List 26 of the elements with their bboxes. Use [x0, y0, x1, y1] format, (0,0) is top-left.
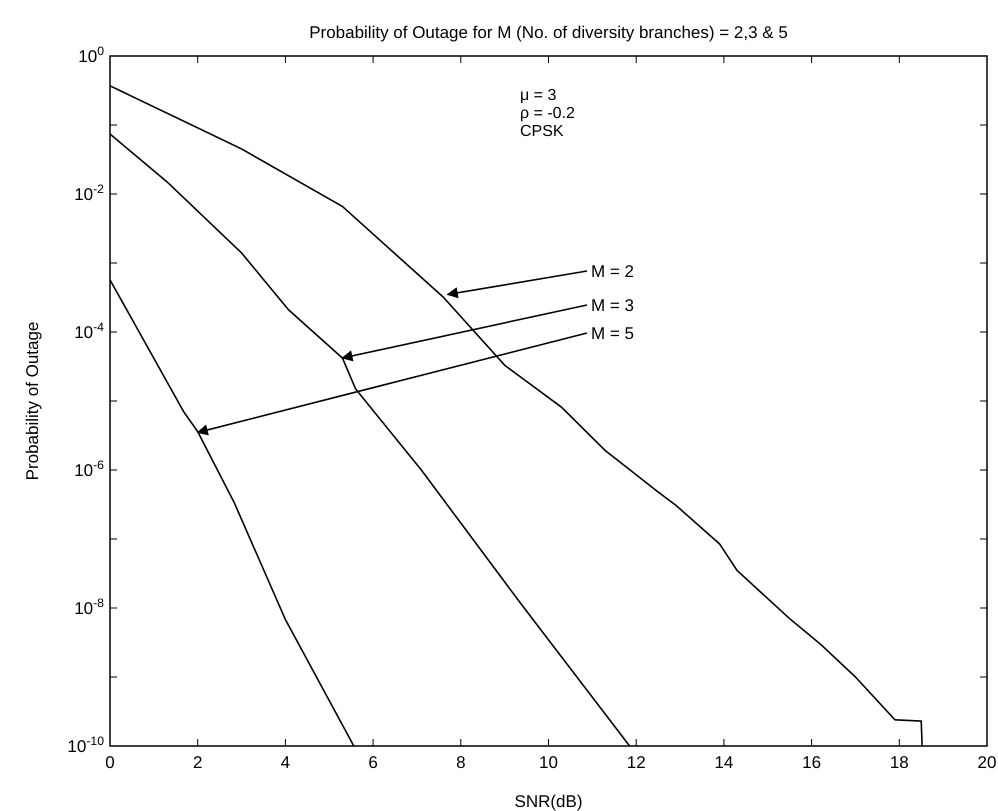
x-tick-label: 20: [978, 753, 996, 772]
y-tick-label: 10$^{-10}$: [67, 734, 104, 756]
annotation: M = 3: [591, 296, 634, 315]
y-tick-label: 10$^{-2}$: [74, 182, 104, 204]
annotation: M = 2: [591, 262, 634, 281]
x-tick-label: 2: [192, 753, 202, 772]
x-axis-title: SNR(dB): [514, 792, 583, 811]
y-axis-title: Probability of Outage: [23, 322, 42, 480]
x-tick-label: 8: [456, 753, 466, 772]
x-tick-label: 6: [368, 753, 378, 772]
x-tick-label: 10: [539, 753, 558, 772]
y-tick-label: 10$^{-4}$: [74, 320, 104, 342]
x-tick-label: 18: [890, 753, 909, 772]
chart-title: Probability of Outage for M (No. of diversity branches) = 2,3 & 5: [309, 23, 788, 42]
y-tick-label: 10$^{-6}$: [74, 458, 104, 480]
annotation: μ = 3: [520, 87, 556, 104]
x-tick-label: 4: [280, 753, 290, 772]
annotation: M = 5: [591, 324, 634, 343]
annotation: ρ = -0.2: [520, 105, 576, 122]
annotation: CPSK: [520, 123, 564, 140]
x-tick-label: 12: [626, 753, 646, 772]
x-tick-label: 16: [802, 753, 822, 772]
x-tick-label: 14: [714, 753, 734, 772]
y-tick-label: 10$^{-8}$: [74, 596, 104, 618]
y-tick-label: 10$^{0}$: [78, 44, 104, 66]
x-tick-label: 0: [105, 753, 115, 772]
